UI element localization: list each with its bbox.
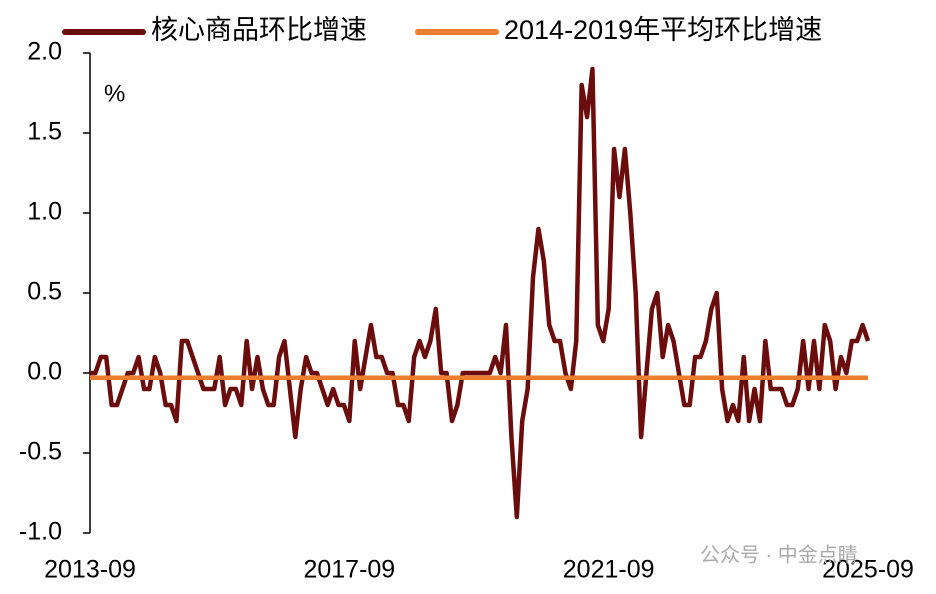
y-tick-label: 2.0: [27, 38, 62, 66]
series-line: [90, 66, 871, 520]
legend-label: 核心商品环比增速: [151, 15, 367, 45]
y-tick-label: 1.0: [27, 198, 62, 226]
legend-label: 2014-2019年平均环比增速: [504, 15, 822, 45]
x-tick-label: 2025-09: [822, 556, 914, 584]
x-tick-label: 2013-09: [44, 556, 136, 584]
y-unit: %: [104, 80, 125, 107]
y-tick-label: 0.5: [27, 278, 62, 306]
y-tick-label: -1.0: [19, 518, 62, 546]
y-tick-label: -0.5: [19, 438, 62, 466]
y-tick-label: 0.0: [27, 358, 62, 386]
watermark: 公众号 · 中金点睛: [700, 543, 858, 566]
y-tick-label: 1.5: [27, 118, 62, 146]
x-tick-label: 2021-09: [563, 556, 655, 584]
x-tick-label: 2017-09: [303, 556, 395, 584]
